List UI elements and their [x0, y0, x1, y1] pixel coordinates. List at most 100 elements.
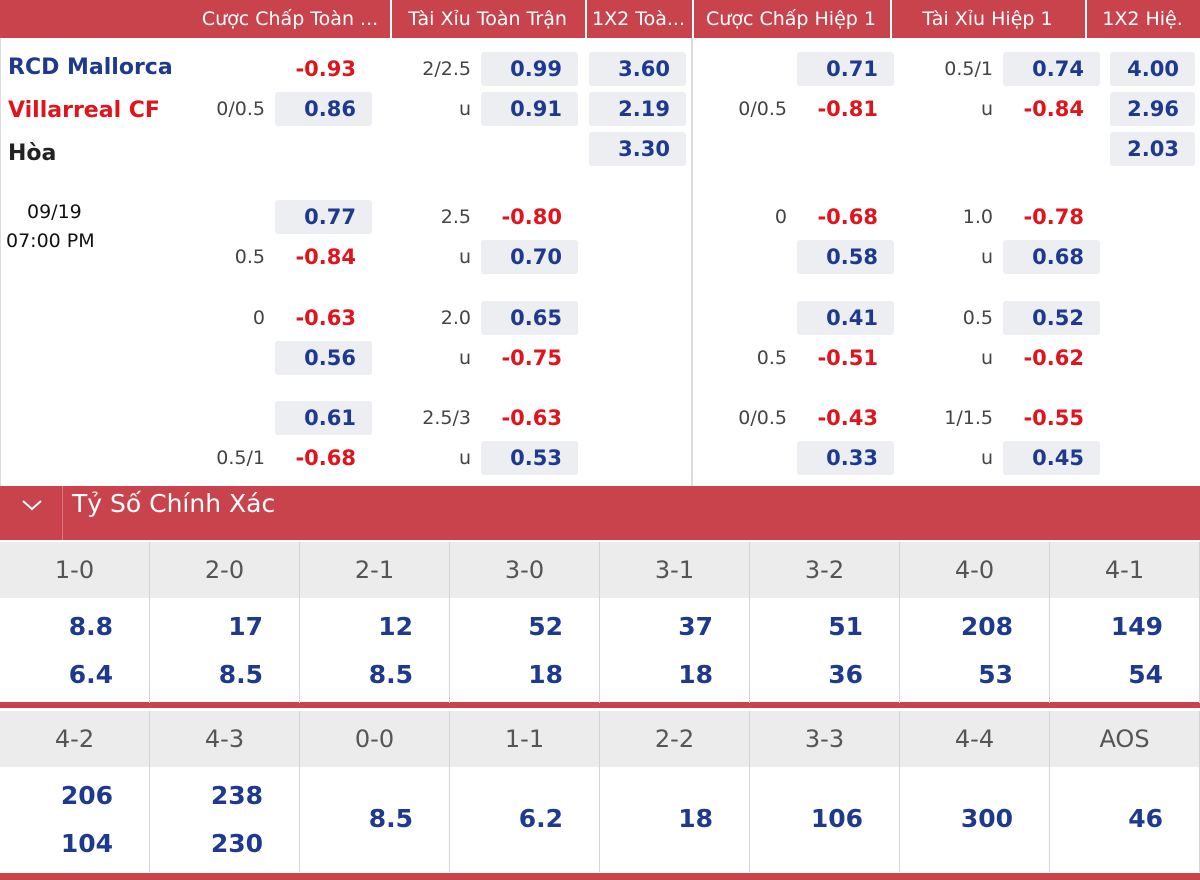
odds-value[interactable]: -0.62 — [1023, 346, 1084, 370]
score-odds[interactable]: 53 — [978, 660, 1013, 689]
score-odds[interactable]: 238 — [210, 781, 263, 810]
odds-value[interactable]: 2.96 — [1110, 92, 1195, 126]
score-odds[interactable]: 6.4 — [68, 660, 113, 689]
odds-value[interactable]: 0.61 — [275, 401, 372, 435]
handicap-line: 2.5/3 — [422, 407, 471, 429]
left-border — [0, 38, 1, 486]
odds-value[interactable]: -0.93 — [295, 57, 356, 81]
odds-value[interactable]: 0.58 — [797, 240, 894, 274]
score-odds[interactable]: 149 — [1110, 612, 1163, 641]
odds-value[interactable]: 0.86 — [275, 92, 372, 126]
odds-value[interactable]: -0.51 — [817, 346, 878, 370]
score-odds[interactable]: 106 — [810, 804, 863, 833]
odds-value[interactable]: 0.65 — [481, 301, 578, 335]
score-odds[interactable]: 230 — [210, 829, 263, 858]
score-odds[interactable]: 18 — [678, 660, 713, 689]
handicap-line: 0 — [252, 307, 265, 329]
odds-value[interactable]: 0.77 — [275, 200, 372, 234]
score-label: 3-2 — [750, 542, 900, 598]
score-odds[interactable]: 208 — [960, 612, 1013, 641]
score-odds[interactable]: 104 — [60, 829, 113, 858]
odds-value[interactable]: 3.30 — [589, 132, 686, 166]
score-odds[interactable]: 300 — [960, 804, 1013, 833]
column-header: 1X2 Toà... — [592, 8, 685, 30]
handicap-line: 0/0.5 — [738, 407, 787, 429]
table-divider — [0, 702, 1200, 708]
score-odds[interactable]: 8.5 — [368, 804, 413, 833]
odds-value[interactable]: -0.80 — [501, 205, 562, 229]
odds-value[interactable]: 0.33 — [797, 441, 894, 475]
score-odds[interactable]: 8.8 — [68, 612, 113, 641]
odds-value[interactable]: -0.81 — [817, 97, 878, 121]
odds-value[interactable]: -0.84 — [295, 245, 356, 269]
score-odds[interactable]: 12 — [378, 612, 413, 641]
handicap-line: 0.5 — [234, 246, 265, 268]
section-bar — [0, 486, 1200, 540]
cell-border — [149, 767, 150, 872]
score-odds[interactable]: 6.2 — [518, 804, 563, 833]
odds-value[interactable]: 0.91 — [481, 92, 578, 126]
handicap-line: u — [980, 447, 993, 469]
score-label: 0-0 — [300, 711, 450, 767]
score-label: 2-1 — [300, 542, 450, 598]
odds-value[interactable]: 0.68 — [1003, 240, 1100, 274]
section-title: Tỷ Số Chính Xác — [72, 489, 276, 518]
score-odds[interactable]: 36 — [828, 660, 863, 689]
score-odds[interactable]: 37 — [678, 612, 713, 641]
team-draw: Hòa — [8, 141, 57, 166]
odds-value[interactable]: 0.56 — [275, 341, 372, 375]
odds-value[interactable]: -0.78 — [1023, 205, 1084, 229]
odds-value[interactable]: -0.55 — [1023, 406, 1084, 430]
handicap-line: u — [980, 98, 993, 120]
handicap-line: 0.5 — [756, 347, 787, 369]
team-home: RCD Mallorca — [8, 55, 173, 80]
odds-value[interactable]: 0.99 — [481, 52, 578, 86]
odds-value[interactable]: -0.43 — [817, 406, 878, 430]
score-odds[interactable]: 18 — [678, 804, 713, 833]
odds-value[interactable]: 0.71 — [797, 52, 894, 86]
odds-value[interactable]: 3.60 — [589, 52, 686, 86]
odds-value[interactable]: -0.63 — [501, 406, 562, 430]
score-label: 4-0 — [900, 542, 1050, 598]
odds-value[interactable]: 0.53 — [481, 441, 578, 475]
score-odds[interactable]: 54 — [1128, 660, 1163, 689]
score-odds[interactable]: 46 — [1128, 804, 1163, 833]
collapse-chevron[interactable] — [20, 498, 44, 512]
odds-value[interactable]: 0.45 — [1003, 441, 1100, 475]
handicap-line: 2.5 — [440, 206, 471, 228]
handicap-line: 0/0.5 — [738, 98, 787, 120]
handicap-line: 2/2.5 — [422, 58, 471, 80]
header-separator — [692, 0, 694, 38]
handicap-line: u — [458, 447, 471, 469]
odds-value[interactable]: -0.63 — [295, 306, 356, 330]
odds-value[interactable]: 0.74 — [1003, 52, 1100, 86]
column-header: Tài Xỉu Toàn Trận — [408, 8, 567, 30]
odds-value[interactable]: -0.75 — [501, 346, 562, 370]
odds-value[interactable]: -0.68 — [295, 446, 356, 470]
odds-value[interactable]: 2.19 — [589, 92, 686, 126]
cell-border — [149, 598, 150, 703]
score-odds[interactable]: 51 — [828, 612, 863, 641]
cell-border — [1049, 598, 1050, 703]
score-odds[interactable]: 18 — [528, 660, 563, 689]
score-label: AOS — [1050, 711, 1200, 767]
score-odds[interactable]: 17 — [228, 612, 263, 641]
handicap-line: u — [458, 98, 471, 120]
score-odds[interactable]: 52 — [528, 612, 563, 641]
cell-border — [1049, 767, 1050, 872]
odds-value[interactable]: 0.52 — [1003, 301, 1100, 335]
odds-value[interactable]: 2.03 — [1110, 132, 1195, 166]
handicap-line: u — [458, 246, 471, 268]
cell-border — [599, 767, 600, 872]
score-odds[interactable]: 206 — [60, 781, 113, 810]
odds-value[interactable]: -0.68 — [817, 205, 878, 229]
cell-border — [449, 767, 450, 872]
score-odds[interactable]: 8.5 — [218, 660, 263, 689]
odds-value[interactable]: 4.00 — [1110, 52, 1195, 86]
handicap-line: 0.5/1 — [944, 58, 993, 80]
odds-value[interactable]: 0.70 — [481, 240, 578, 274]
odds-value[interactable]: 0.41 — [797, 301, 894, 335]
odds-value[interactable]: -0.84 — [1023, 97, 1084, 121]
score-odds[interactable]: 8.5 — [368, 660, 413, 689]
score-label: 4-2 — [0, 711, 150, 767]
